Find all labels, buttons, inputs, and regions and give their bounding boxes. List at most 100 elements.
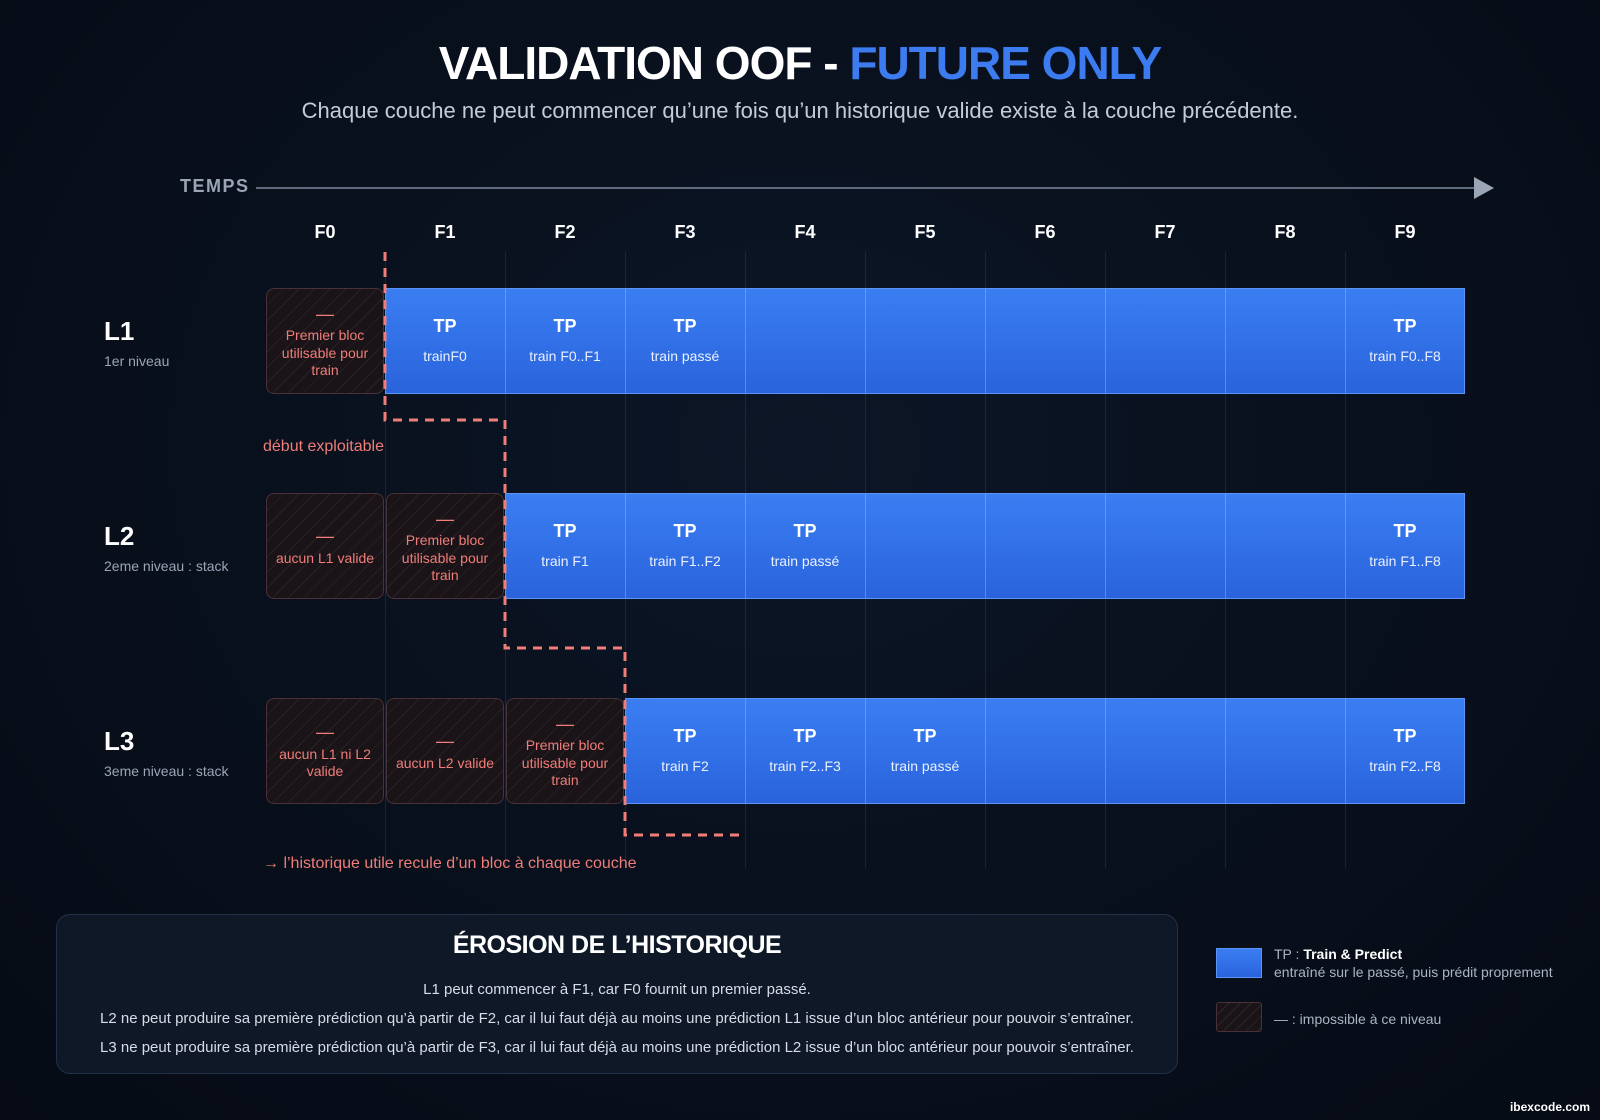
- legend-tp-desc: entraîné sur le passé, puis prédit propr…: [1274, 964, 1553, 980]
- column-header-f2: F2: [554, 222, 576, 242]
- erosion-panel-title: ÉROSION DE L’HISTORIQUE: [452, 931, 782, 959]
- tp-cell: TP train passé: [865, 698, 985, 804]
- band-separator: [625, 494, 626, 598]
- blocked-reason: aucun L1 valide: [275, 549, 375, 566]
- tp-band-l1: [385, 288, 1465, 394]
- column-header-f1: F1: [434, 222, 456, 242]
- erosion-panel-line: L1 peut commencer à F1, car F0 fournit u…: [423, 981, 811, 998]
- column-header-f3: F3: [674, 222, 696, 242]
- row-label-l2: L2 2eme niveau : stack: [104, 521, 229, 574]
- row-description: 3eme niveau : stack: [104, 763, 229, 779]
- tp-label: TP: [793, 726, 817, 746]
- tp-label: TP: [673, 521, 697, 541]
- blocked-dash: —: [436, 508, 454, 529]
- blocked-dash: —: [436, 731, 454, 751]
- train-range-label: train passé: [890, 758, 960, 774]
- tp-cell: TP train F1: [505, 493, 625, 599]
- tp-cell: TP train F2: [625, 698, 745, 804]
- band-separator: [745, 494, 746, 598]
- history-recedes-annotation: → l’historique utile recule d’un bloc à …: [263, 855, 637, 872]
- title-main: VALIDATION OOF -: [438, 37, 850, 89]
- blocked-cell: — aucun L1 ni L2 valide: [266, 698, 384, 804]
- time-axis-arrow-icon: [1474, 177, 1494, 199]
- footer-brand: ibexcode.com: [1509, 1100, 1590, 1114]
- row-label-l1: L1 1er niveau: [104, 316, 169, 369]
- band-separator: [1225, 494, 1226, 598]
- legend-tp-swatch: [1216, 948, 1262, 978]
- blocked-dash: —: [316, 526, 334, 546]
- tp-band-l2: [505, 493, 1465, 599]
- tp-cell: TP trainF0: [385, 288, 505, 394]
- tp-cell: TP train F2..F8: [1345, 698, 1465, 804]
- train-range-label: train F2: [661, 758, 709, 774]
- band-separator: [1225, 289, 1226, 393]
- time-axis-label: TEMPS: [180, 176, 250, 196]
- time-axis-line: [256, 187, 1476, 189]
- page-title: VALIDATION OOF - FUTURE ONLY: [0, 36, 1600, 90]
- tp-label: TP: [553, 521, 577, 541]
- band-separator: [625, 289, 626, 393]
- tp-cell: TP train F2..F3: [745, 698, 865, 804]
- tp-label: TP: [673, 726, 697, 746]
- blocked-dash: —: [556, 713, 574, 734]
- train-range-label: train F2..F3: [769, 758, 841, 774]
- erosion-panel-line: L3 ne peut produire sa première prédicti…: [100, 1039, 1134, 1056]
- column-gridline: [385, 252, 386, 868]
- train-range-label: train F0..F1: [529, 348, 601, 364]
- band-separator: [1345, 699, 1346, 803]
- tp-label: TP: [1393, 316, 1417, 336]
- column-header-f8: F8: [1274, 222, 1296, 242]
- tp-cell: TP train F0..F1: [505, 288, 625, 394]
- band-separator: [865, 699, 866, 803]
- tp-cell: TP train F1..F8: [1345, 493, 1465, 599]
- band-separator: [505, 289, 506, 393]
- blocked-reason: Premier bloc utilisable pour train: [521, 737, 609, 788]
- column-header-f9: F9: [1394, 222, 1416, 242]
- tp-label: TP: [433, 316, 457, 336]
- band-separator: [1345, 494, 1346, 598]
- title-accent: FUTURE ONLY: [849, 37, 1162, 89]
- train-range-label: train passé: [770, 553, 840, 569]
- band-separator: [745, 289, 746, 393]
- blocked-reason: aucun L1 ni L2 valide: [279, 745, 371, 780]
- tp-label: TP: [913, 726, 937, 746]
- tp-label: TP: [553, 316, 577, 336]
- erosion-panel-line: L2 ne peut produire sa première prédicti…: [100, 1010, 1134, 1027]
- column-header-f6: F6: [1034, 222, 1056, 242]
- train-range-label: train passé: [650, 348, 720, 364]
- train-range-label: trainF0: [423, 348, 467, 364]
- blocked-reason: Premier bloc utilisable pour train: [281, 327, 369, 378]
- blocked-dash: —: [316, 722, 334, 743]
- blocked-dash: —: [316, 303, 334, 324]
- legend-tp-prefix: TP :: [1274, 946, 1304, 962]
- tp-label: TP: [793, 521, 817, 541]
- band-separator: [1105, 699, 1106, 803]
- blocked-reason: aucun L2 valide: [395, 754, 495, 771]
- band-separator: [745, 699, 746, 803]
- legend-blocked-desc: — : impossible à ce niveau: [1274, 1011, 1442, 1027]
- blocked-cell: — aucun L1 valide: [266, 493, 384, 599]
- band-separator: [1105, 494, 1106, 598]
- band-separator: [1105, 289, 1106, 393]
- tp-cell: TP train F1..F2: [625, 493, 745, 599]
- band-separator: [985, 494, 986, 598]
- column-header-f0: F0: [314, 222, 336, 242]
- column-header-f7: F7: [1154, 222, 1176, 242]
- blocked-cell: — aucun L2 valide: [386, 698, 504, 804]
- tp-label: TP: [1393, 726, 1417, 746]
- row-description: 2eme niveau : stack: [104, 558, 229, 574]
- tp-cell: TP train passé: [625, 288, 745, 394]
- band-separator: [985, 289, 986, 393]
- legend-tp-bold: Train & Predict: [1303, 946, 1403, 962]
- blocked-reason: Premier bloc utilisable pour train: [401, 532, 489, 583]
- tp-label: TP: [1393, 521, 1417, 541]
- train-range-label: train F1..F2: [649, 553, 721, 569]
- legend-blocked-swatch: [1216, 1002, 1262, 1032]
- train-range-label: train F1: [541, 553, 589, 569]
- band-separator: [865, 289, 866, 393]
- train-range-label: train F1..F8: [1369, 553, 1441, 569]
- band-separator: [1225, 699, 1226, 803]
- blocked-cell: — Premier bloc utilisable pour train: [386, 493, 504, 599]
- row-name: L3: [104, 726, 135, 756]
